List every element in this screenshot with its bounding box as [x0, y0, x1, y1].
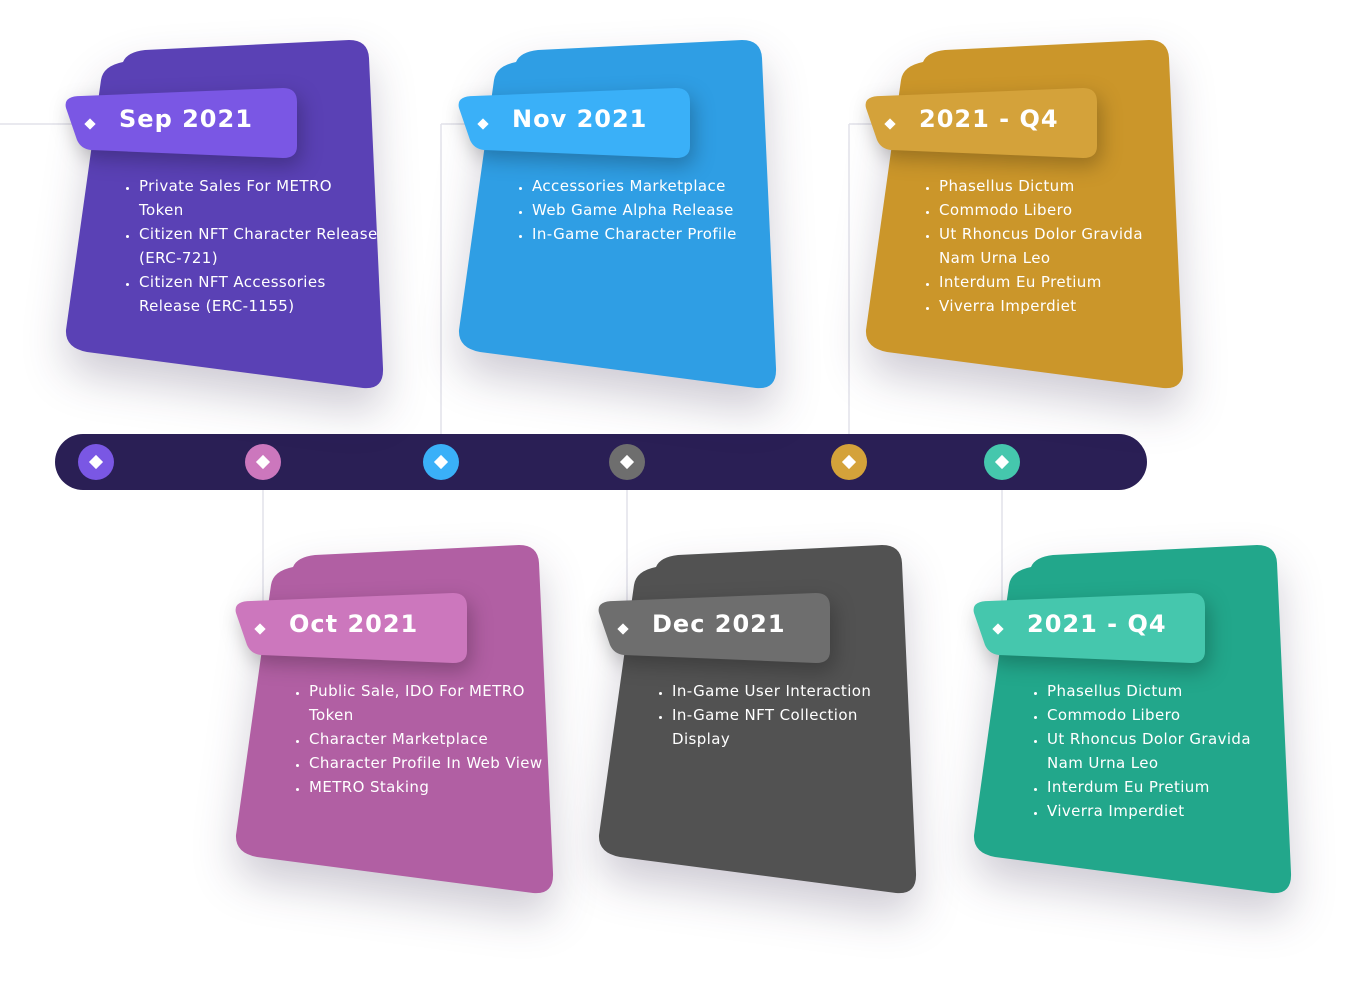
milestone-item: Ut Rhoncus Dolor Gravida Nam Urna Leo [939, 222, 1179, 270]
milestone-item: Citizen NFT Character Release (ERC-721) [139, 222, 379, 270]
milestone-date-label: Oct 2021 [289, 610, 418, 638]
milestone-item: Citizen NFT Accessories Release (ERC-115… [139, 270, 379, 318]
milestone-item-list: Private Sales For METRO TokenCitizen NFT… [121, 174, 379, 318]
timeline-marker-dot [423, 444, 459, 480]
milestone-date-label: Dec 2021 [652, 610, 786, 638]
milestone-date-label: Nov 2021 [512, 105, 647, 133]
milestone-item: Commodo Libero [939, 198, 1179, 222]
milestone-date-tab: Oct 2021 [235, 593, 467, 663]
milestone-item: Accessories Marketplace [532, 174, 772, 198]
milestone-item: Public Sale, IDO For METRO Token [309, 679, 549, 727]
milestone-date-tab: 2021 - Q4 [973, 593, 1205, 663]
milestone-item-list: In-Game User InteractionIn-Game NFT Coll… [654, 679, 912, 751]
timeline-marker-dot [984, 444, 1020, 480]
milestone-card: 2021 - Q4 Phasellus DictumCommodo LiberoU… [973, 545, 1303, 905]
timeline-marker-dot [831, 444, 867, 480]
milestone-date-label: 2021 - Q4 [1027, 610, 1167, 638]
timeline-marker-dot [609, 444, 645, 480]
milestone-item-list: Phasellus DictumCommodo LiberoUt Rhoncus… [921, 174, 1179, 318]
milestone-item-list: Accessories MarketplaceWeb Game Alpha Re… [514, 174, 772, 246]
milestone-item: Viverra Imperdiet [1047, 799, 1287, 823]
milestone-item: Phasellus Dictum [939, 174, 1179, 198]
milestone-item: In-Game NFT Collection Display [672, 703, 912, 751]
milestone-item: Private Sales For METRO Token [139, 174, 379, 222]
milestone-card: 2021 - Q4 Phasellus DictumCommodo LiberoU… [865, 40, 1195, 400]
milestone-card: Sep 2021Private Sales For METRO TokenCit… [65, 40, 395, 400]
milestone-date-label: 2021 - Q4 [919, 105, 1059, 133]
timeline-marker-dot [78, 444, 114, 480]
milestone-date-tab: Dec 2021 [598, 593, 830, 663]
milestone-item: Interdum Eu Pretium [1047, 775, 1287, 799]
milestone-item: Phasellus Dictum [1047, 679, 1287, 703]
timeline-marker-dot [245, 444, 281, 480]
milestone-item: Character Marketplace [309, 727, 549, 751]
milestone-item: In-Game User Interaction [672, 679, 912, 703]
milestone-item: In-Game Character Profile [532, 222, 772, 246]
milestone-card: Nov 2021 Accessories MarketplaceWeb Game … [458, 40, 788, 400]
milestone-item: Ut Rhoncus Dolor Gravida Nam Urna Leo [1047, 727, 1287, 775]
milestone-item: METRO Staking [309, 775, 549, 799]
milestone-item-list: Public Sale, IDO For METRO TokenCharacte… [291, 679, 549, 799]
milestone-date-tab: Nov 2021 [458, 88, 690, 158]
milestone-item: Interdum Eu Pretium [939, 270, 1179, 294]
milestone-date-tab: 2021 - Q4 [865, 88, 1097, 158]
milestone-item: Character Profile In Web View [309, 751, 549, 775]
milestone-item: Viverra Imperdiet [939, 294, 1179, 318]
milestone-item: Commodo Libero [1047, 703, 1287, 727]
milestone-card: Dec 2021 In-Game User InteractionIn-Game … [598, 545, 928, 905]
milestone-card: Oct 2021 Public Sale, IDO For METRO Token… [235, 545, 565, 905]
milestone-item: Web Game Alpha Release [532, 198, 772, 222]
milestone-item-list: Phasellus DictumCommodo LiberoUt Rhoncus… [1029, 679, 1287, 823]
milestone-date-label: Sep 2021 [119, 105, 253, 133]
milestone-date-tab: Sep 2021 [65, 88, 297, 158]
